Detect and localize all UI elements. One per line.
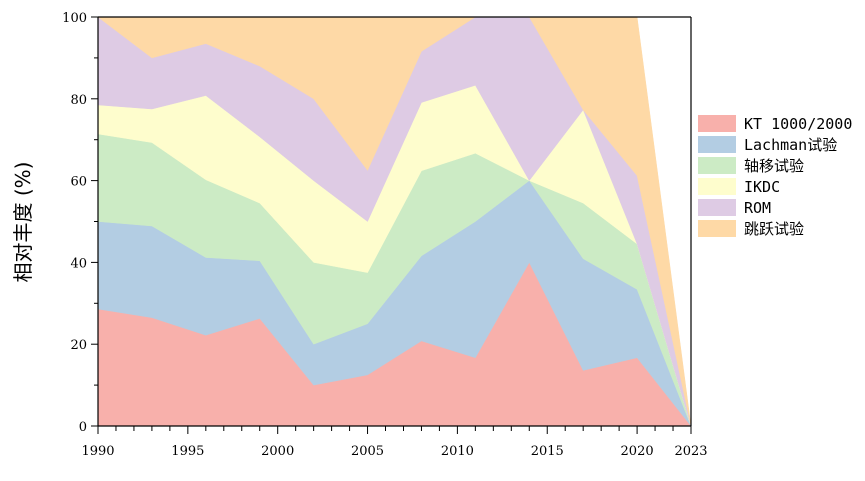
x-tick-label: 2005 <box>351 444 384 459</box>
legend-swatch <box>698 157 736 174</box>
y-axis-title: 相对丰度 (%) <box>11 162 35 283</box>
legend-label: ROM <box>744 199 771 217</box>
y-tick-label: 100 <box>62 11 87 26</box>
x-tick-label: 2015 <box>531 444 564 459</box>
y-tick-label: 20 <box>70 338 87 353</box>
x-tick-label: 2010 <box>441 444 474 459</box>
y-tick-label: 40 <box>70 256 87 271</box>
y-tick-label: 0 <box>79 420 87 435</box>
y-tick-label: 80 <box>70 93 87 108</box>
x-tick-label: 1995 <box>171 444 204 459</box>
legend-label: 跳跃试验 <box>744 220 804 238</box>
legend-label: KT 1000/2000 <box>744 115 852 133</box>
x-tick-label: 2023 <box>674 444 707 459</box>
legend-label: Lachman试验 <box>744 136 837 154</box>
legend-label: IKDC <box>744 178 780 196</box>
legend-label: 轴移试验 <box>744 157 804 175</box>
x-tick-label: 2020 <box>621 444 654 459</box>
stacked-areas <box>97 16 692 427</box>
legend-swatch <box>698 199 736 216</box>
legend-swatch <box>698 178 736 195</box>
x-tick-label: 2000 <box>261 444 294 459</box>
legend-swatch <box>698 220 736 237</box>
x-tick-label: 1990 <box>81 444 114 459</box>
legend-swatch <box>698 136 736 153</box>
legend-swatch <box>698 115 736 132</box>
y-tick-label: 60 <box>70 175 87 190</box>
axes: 0 20 40 60 80 100 1990 1995 2000 2005 2010 2015 2020… <box>62 11 707 459</box>
